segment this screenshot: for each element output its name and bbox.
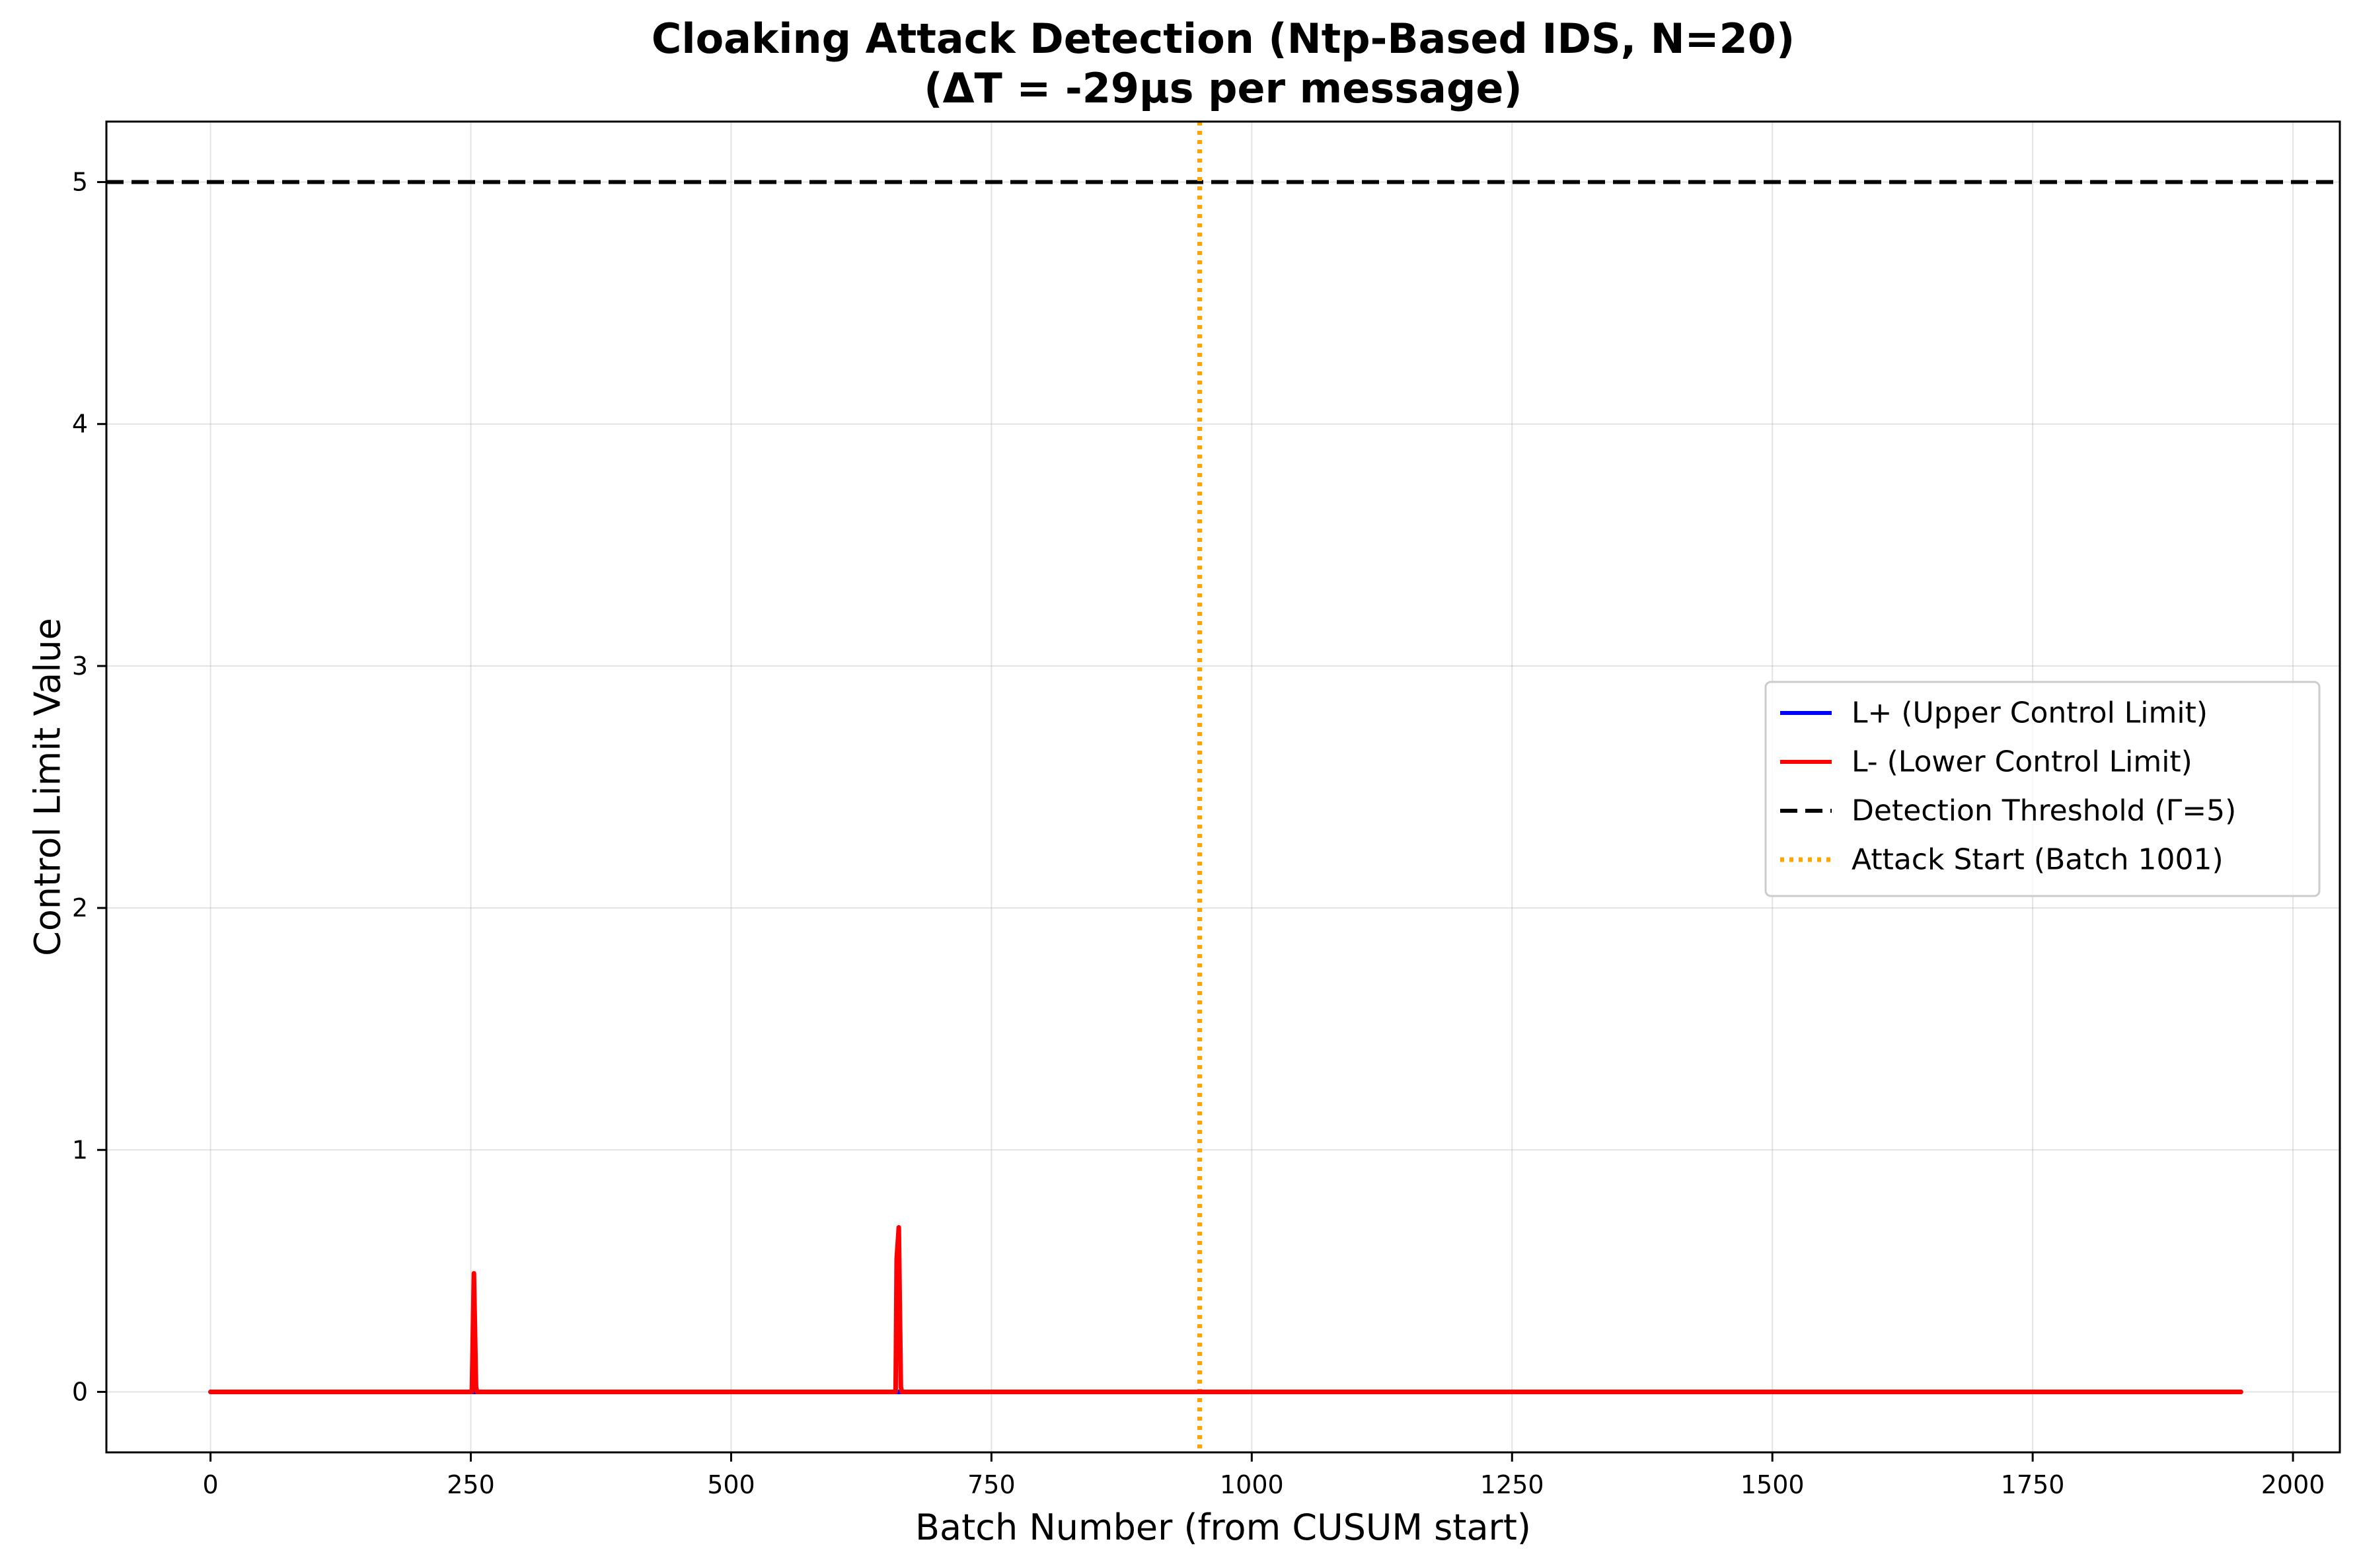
- x-tick-label: 1250: [1480, 1470, 1544, 1499]
- x-tick-label: 2000: [2261, 1470, 2325, 1499]
- legend-label: Detection Threshold (Γ=5): [1852, 794, 2236, 828]
- lower-control-limit-line: [208, 1225, 2243, 1394]
- legend: L+ (Upper Control Limit) L- (Lower Contro…: [1764, 681, 2321, 897]
- x-tick-label: 1500: [1741, 1470, 1805, 1499]
- x-tick-label: 0: [202, 1470, 218, 1499]
- x-tick-label: 1000: [1220, 1470, 1284, 1499]
- x-tick-label: 1750: [2001, 1470, 2065, 1499]
- chart-title: Cloaking Attack Detection (Ntp-Based IDS…: [652, 15, 1795, 63]
- x-tick-label: 500: [707, 1470, 755, 1499]
- y-tick-label: 1: [72, 1135, 88, 1164]
- y-tick-label: 2: [72, 893, 88, 922]
- legend-label: L+ (Upper Control Limit): [1852, 696, 2208, 730]
- x-tick-label: 750: [967, 1470, 1016, 1499]
- plot-frame: [105, 120, 2341, 1454]
- y-tick-label: 5: [72, 168, 88, 197]
- y-axis-label: Control Limit Value: [27, 618, 69, 956]
- legend-label: Attack Start (Batch 1001): [1852, 843, 2224, 877]
- chart-subtitle: (ΔT = -29μs per message): [924, 64, 1522, 112]
- y-tick-label: 4: [72, 410, 88, 439]
- x-axis-label: Batch Number (from CUSUM start): [915, 1507, 1531, 1548]
- y-tick-label: 3: [72, 652, 88, 681]
- legend-box: [1764, 681, 2321, 897]
- legend-label: L- (Lower Control Limit): [1852, 745, 2192, 779]
- y-tick-label: 0: [72, 1377, 88, 1406]
- x-tick-label: 250: [447, 1470, 495, 1499]
